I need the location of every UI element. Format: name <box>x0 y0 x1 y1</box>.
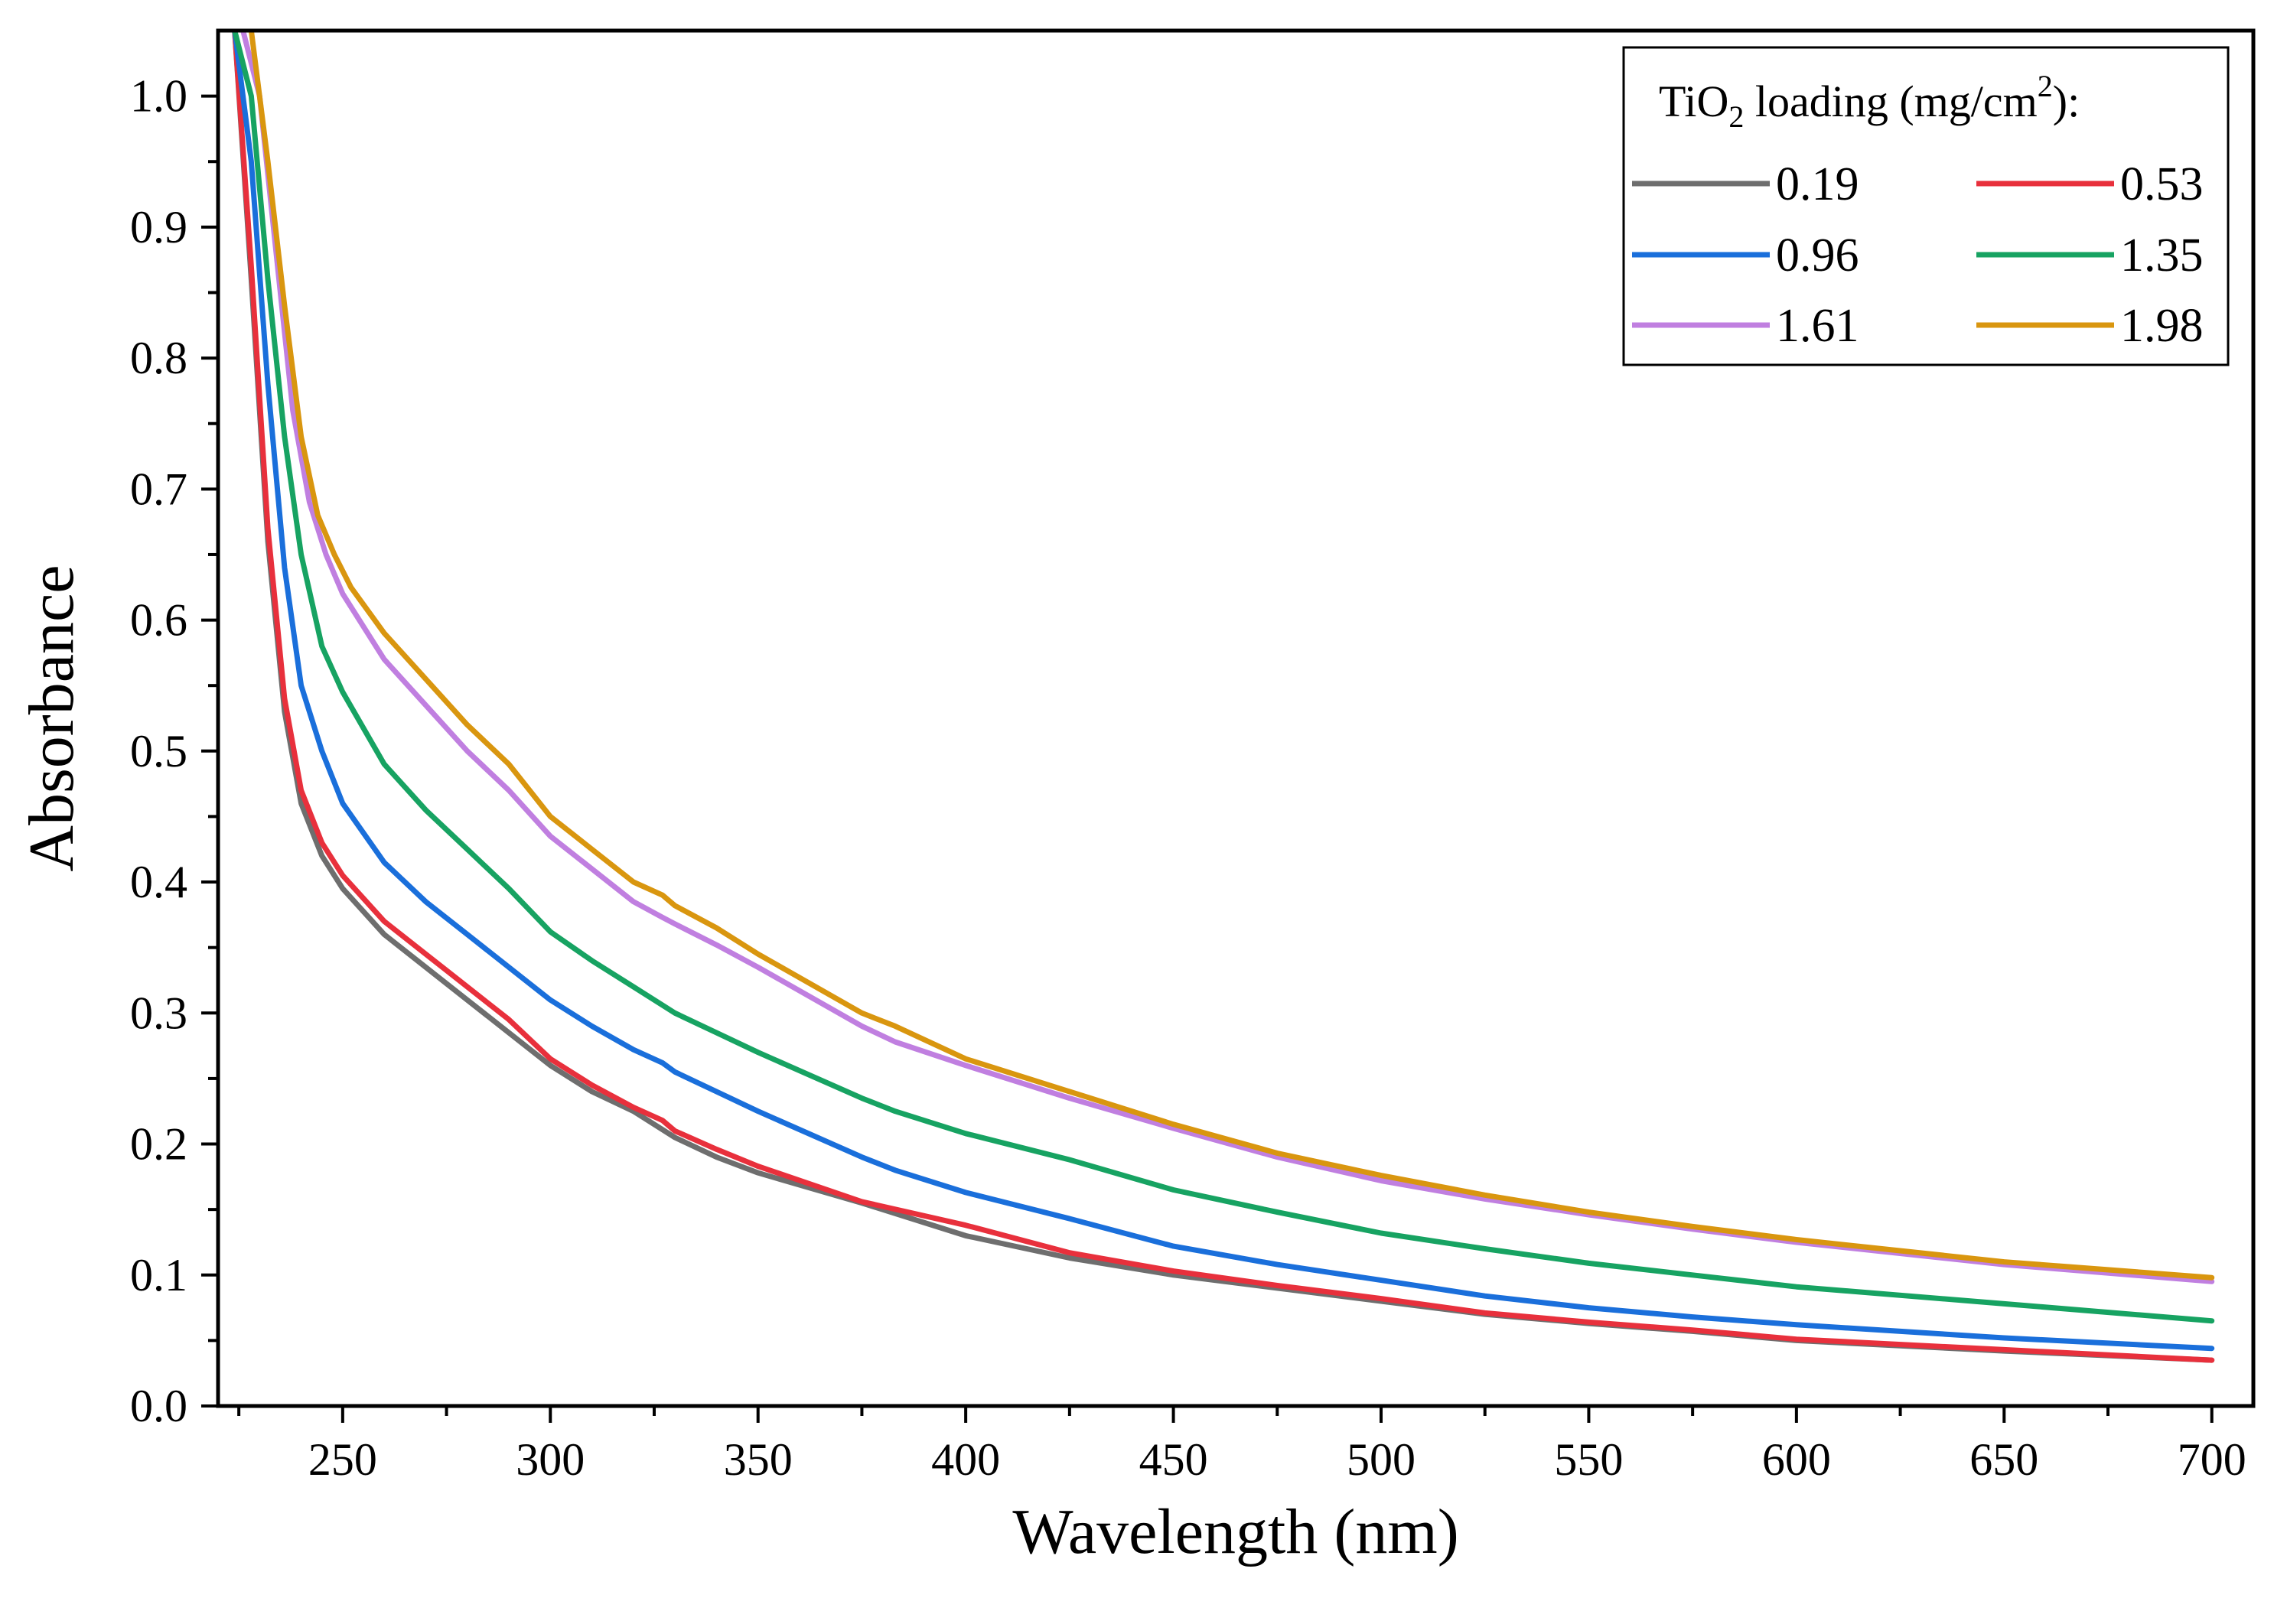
series-line-1-98 <box>248 31 2215 1281</box>
x-tick-label: 600 <box>1762 1434 1831 1485</box>
y-tick-label: 0.2 <box>130 1119 187 1170</box>
legend-label-0-53: 0.53 <box>2120 158 2204 210</box>
y-tick-label: 0.9 <box>130 202 187 252</box>
legend-label-1-98: 1.98 <box>2120 300 2204 352</box>
series-line-0-96 <box>232 31 2215 1352</box>
y-tick-label: 0.3 <box>130 988 187 1038</box>
y-tick-label: 0.7 <box>130 464 187 514</box>
x-tick-label: 650 <box>1969 1434 2038 1485</box>
series-line-0-53 <box>232 31 2215 1363</box>
x-tick-label: 500 <box>1347 1434 1416 1485</box>
series-layer <box>232 31 2215 1363</box>
x-tick-label: 400 <box>931 1434 1000 1485</box>
legend-title-end: ): <box>2053 76 2080 126</box>
legend-title-sub: 2 <box>1728 99 1744 134</box>
y-tick-label: 0.6 <box>130 595 187 646</box>
legend: TiO2 loading (mg/cm2): 0.19 0.530.96 1.351… <box>1622 46 2230 366</box>
x-tick-label: 700 <box>2178 1434 2246 1485</box>
y-axis-title: Absorbance <box>16 565 87 871</box>
legend-label-0-96: 0.96 <box>1776 229 1859 282</box>
legend-label-1-35: 1.35 <box>2120 229 2204 282</box>
legend-title-tio: TiO <box>1659 76 1728 126</box>
plot-frame <box>216 28 2256 1408</box>
series-line-1-35 <box>232 31 2215 1324</box>
legend-entries: 0.19 0.53 0.96 1.35 1.61 1.98 <box>1632 158 2204 352</box>
y-tick-label: 0.4 <box>130 857 187 907</box>
y-tick-label: 0.0 <box>130 1381 187 1431</box>
legend-box <box>1622 46 2230 366</box>
ticks-layer: 250 300 350 400 450 500 550 600 650 700 0.0 0.1 0.2 0… <box>130 71 2246 1485</box>
legend-title-mid: loading (mg/cm <box>1744 76 2037 126</box>
x-tick-label: 300 <box>516 1434 585 1485</box>
y-tick-label: 0.8 <box>130 333 187 383</box>
x-axis-title: Wavelength (nm) <box>1012 1496 1458 1567</box>
x-tick-label: 550 <box>1554 1434 1623 1485</box>
x-tick-label: 350 <box>724 1434 793 1485</box>
y-tick-label: 0.1 <box>130 1250 187 1300</box>
legend-title-sup: 2 <box>2038 69 2053 103</box>
legend-label-1-61: 1.61 <box>1776 300 1859 352</box>
y-tick-label: 1.0 <box>130 71 187 122</box>
legend-label-0-19: 0.19 <box>1776 158 1859 210</box>
legend-title: TiO2 loading (mg/cm2): <box>1659 69 2080 134</box>
series-line-1-61 <box>240 31 2215 1284</box>
y-tick-label: 0.5 <box>130 726 187 776</box>
x-tick-label: 250 <box>308 1434 377 1485</box>
x-tick-label: 450 <box>1139 1434 1208 1485</box>
